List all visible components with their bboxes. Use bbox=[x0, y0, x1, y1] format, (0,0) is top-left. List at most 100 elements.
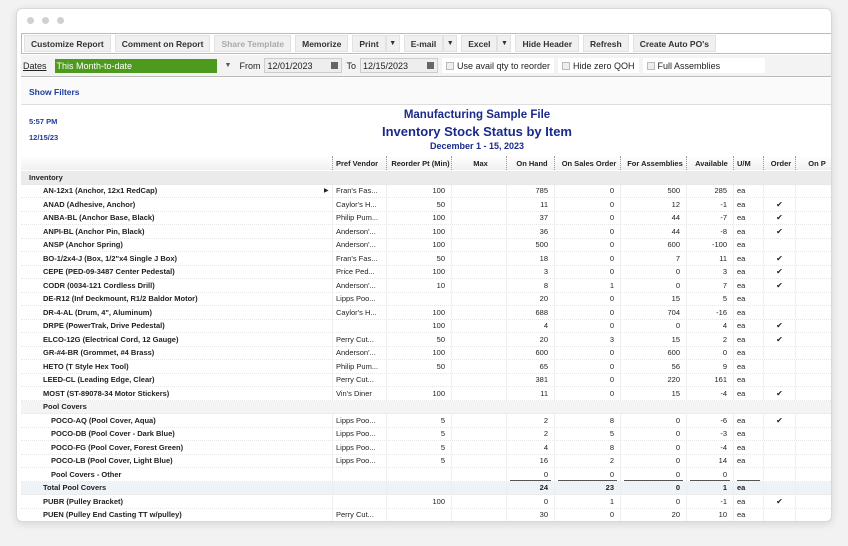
table-row[interactable]: DRPE (PowerTrak, Drive Pedestal) 100 4 0 0 4 e… bbox=[21, 319, 831, 333]
um-cell: ea bbox=[733, 414, 763, 427]
subsection-header-row[interactable]: Pool Covers bbox=[21, 400, 831, 414]
customize-report-button[interactable]: Customize Report bbox=[24, 35, 111, 52]
table-row[interactable]: PUBR (Pulley Bracket) 100 0 1 0 -1 ea ✔ bbox=[21, 495, 831, 509]
excel-button[interactable]: Excel bbox=[461, 35, 498, 52]
so-cell: 0 bbox=[554, 292, 620, 305]
table-row[interactable]: DR-4-AL (Drum, 4", Aluminum) Caylor's H..… bbox=[21, 306, 831, 320]
table-row[interactable]: ANBA-BL (Anchor Base, Black) Philip Pum..… bbox=[21, 211, 831, 225]
reorder-cell: 100 bbox=[386, 387, 451, 400]
use-avail-qty-checkbox[interactable]: Use avail qty to reorder bbox=[441, 58, 555, 73]
table-row[interactable]: ANSP (Anchor Spring) Anderson'... 100 500 0 6… bbox=[21, 238, 831, 252]
onhand-cell: 37 bbox=[506, 211, 554, 224]
table-row[interactable]: ELCO-12G (Electrical Cord, 12 Gauge) Perr… bbox=[21, 333, 831, 347]
asm-cell: 0 bbox=[620, 427, 686, 440]
column-header[interactable]: Pref Vendor bbox=[332, 156, 386, 170]
onp-cell bbox=[795, 225, 831, 238]
report-title: Inventory Stock Status by Item bbox=[382, 124, 572, 139]
table-row[interactable]: Pool Covers - Other 0 0 0 0 bbox=[21, 468, 831, 482]
hide-header-button[interactable]: Hide Header bbox=[515, 35, 580, 52]
chevron-down-icon[interactable]: ▼ bbox=[224, 62, 232, 69]
max-cell bbox=[451, 292, 506, 305]
table-row[interactable]: MOST (ST-89078-34 Motor Stickers) Vin's D… bbox=[21, 387, 831, 401]
column-header[interactable]: On Sales Order bbox=[554, 156, 620, 170]
table-row[interactable]: POCO-AQ (Pool Cover, Aqua) Lipps Poo... 5 2… bbox=[21, 414, 831, 428]
share-template-button[interactable]: Share Template bbox=[214, 35, 292, 52]
calendar-icon[interactable] bbox=[426, 62, 434, 69]
table-row[interactable]: LEED-CL (Leading Edge, Clear) Perry Cut..… bbox=[21, 373, 831, 387]
dates-select[interactable]: This Month-to-date bbox=[54, 58, 217, 73]
show-filters-link[interactable]: Show Filters bbox=[29, 87, 80, 97]
table-row[interactable]: AN-12x1 (Anchor, 12x1 RedCap) ▶ Fran's Fas… bbox=[21, 184, 831, 198]
vendor-cell bbox=[332, 468, 386, 481]
onhand-cell: 65 bbox=[506, 360, 554, 373]
asm-cell: 0 bbox=[620, 265, 686, 278]
from-date-input[interactable]: 12/01/2023 bbox=[264, 58, 343, 73]
email-dropdown-icon[interactable]: ▼ bbox=[443, 35, 458, 52]
table-row[interactable]: BO-1/2x4-J (Box, 1/2"x4 Single J Box) Fra… bbox=[21, 252, 831, 266]
avail-cell: -1 bbox=[686, 495, 733, 508]
so-cell: 0 bbox=[554, 211, 620, 224]
so-cell: 0 bbox=[554, 373, 620, 386]
column-header[interactable]: For Assemblies bbox=[620, 156, 686, 170]
minimize-window-button[interactable] bbox=[42, 17, 49, 24]
hide-zero-qoh-checkbox[interactable]: Hide zero QOH bbox=[558, 58, 639, 73]
max-cell bbox=[451, 454, 506, 467]
close-window-button[interactable] bbox=[27, 17, 34, 24]
table-row[interactable]: PUEN (Pulley End Casting TT w/pulley) Per… bbox=[21, 508, 831, 521]
print-button[interactable]: Print bbox=[352, 35, 386, 52]
table-row[interactable]: DE-R12 (Inf Deckmount, R1/2 Baldor Motor… bbox=[21, 292, 831, 306]
to-date-input[interactable]: 12/15/2023 bbox=[359, 58, 438, 73]
so-cell: 23 bbox=[554, 481, 620, 494]
vendor-cell: Lipps Poo... bbox=[332, 454, 386, 467]
column-header[interactable]: Order bbox=[763, 156, 795, 170]
maximize-window-button[interactable] bbox=[57, 17, 64, 24]
onhand-cell: 24 bbox=[506, 481, 554, 494]
onp-cell bbox=[795, 211, 831, 224]
onhand-cell: 18 bbox=[506, 252, 554, 265]
order-cell bbox=[763, 441, 795, 454]
column-header[interactable]: On P bbox=[795, 156, 831, 170]
table-row[interactable]: ANPI-BL (Anchor Pin, Black) Anderson'... 1… bbox=[21, 225, 831, 239]
max-cell bbox=[451, 265, 506, 278]
table-row[interactable]: HETO (T Style Hex Tool) Philip Pum... 50 65… bbox=[21, 360, 831, 374]
reorder-cell: 5 bbox=[386, 414, 451, 427]
table-row[interactable]: POCO-FG (Pool Cover, Forest Green) Lipps … bbox=[21, 441, 831, 455]
column-header[interactable]: Available bbox=[686, 156, 733, 170]
avail-cell: 7 bbox=[686, 279, 733, 292]
comment-on-report-button[interactable]: Comment on Report bbox=[114, 35, 211, 52]
table-row[interactable]: CEPE (PED-09-3487 Center Pedestal) Price … bbox=[21, 265, 831, 279]
so-cell: 0 bbox=[554, 468, 620, 481]
onhand-cell: 785 bbox=[506, 184, 554, 197]
so-cell: 0 bbox=[554, 198, 620, 211]
excel-dropdown-icon[interactable]: ▼ bbox=[497, 35, 512, 52]
table-row[interactable]: GR-#4-BR (Grommet, #4 Brass) Anderson'...… bbox=[21, 346, 831, 360]
max-cell bbox=[451, 373, 506, 386]
so-cell: 0 bbox=[554, 508, 620, 521]
table-row[interactable]: ANAD (Adhesive, Anchor) Caylor's H... 50 11… bbox=[21, 198, 831, 212]
onhand-cell: 8 bbox=[506, 279, 554, 292]
so-cell: 8 bbox=[554, 441, 620, 454]
row-pointer-icon: ▶ bbox=[324, 188, 329, 195]
table-row[interactable]: POCO-LB (Pool Cover, Light Blue) Lipps Po… bbox=[21, 454, 831, 468]
memorize-button[interactable]: Memorize bbox=[295, 35, 349, 52]
so-cell: 0 bbox=[554, 265, 620, 278]
email-button[interactable]: E-mail bbox=[403, 35, 444, 52]
total-row[interactable]: Total Pool Covers 24 23 0 1 ea bbox=[21, 481, 831, 495]
asm-cell: 0 bbox=[620, 468, 686, 481]
from-date-value: 12/01/2023 bbox=[267, 60, 313, 71]
so-cell: 3 bbox=[554, 333, 620, 346]
section-header-row[interactable]: Inventory bbox=[21, 171, 831, 185]
table-row[interactable]: POCO-DB (Pool Cover - Dark Blue) Lipps Po… bbox=[21, 427, 831, 441]
create-auto-pos-button[interactable]: Create Auto PO's bbox=[632, 35, 716, 52]
print-dropdown-icon[interactable]: ▼ bbox=[385, 35, 400, 52]
full-assemblies-checkbox[interactable]: Full Assemblies bbox=[642, 58, 765, 73]
refresh-button[interactable]: Refresh bbox=[583, 35, 629, 52]
onhand-cell: 2 bbox=[506, 414, 554, 427]
max-cell bbox=[451, 481, 506, 494]
column-header[interactable]: Max bbox=[451, 156, 506, 170]
column-header[interactable]: On Hand bbox=[506, 156, 554, 170]
table-row[interactable]: CODR (0034-121 Cordless Drill) Anderson'.… bbox=[21, 279, 831, 293]
column-header[interactable]: U/M bbox=[733, 156, 763, 170]
column-header[interactable]: Reorder Pt (Min) bbox=[386, 156, 451, 170]
calendar-icon[interactable] bbox=[331, 62, 339, 69]
